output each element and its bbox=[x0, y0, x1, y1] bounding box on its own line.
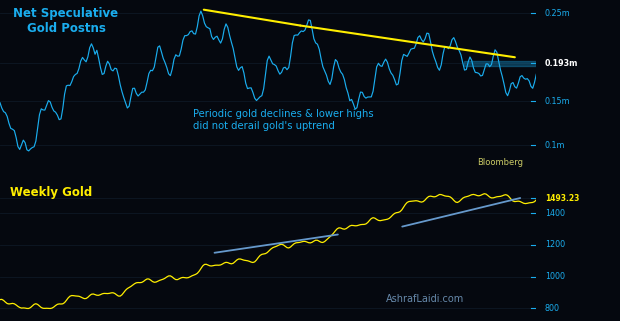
Text: 1400: 1400 bbox=[544, 209, 565, 218]
Text: 1493.23: 1493.23 bbox=[544, 194, 579, 203]
Text: 1200: 1200 bbox=[544, 240, 565, 249]
Text: 0.15m: 0.15m bbox=[544, 97, 570, 106]
Text: 1000: 1000 bbox=[544, 272, 565, 281]
Text: 0.193m: 0.193m bbox=[544, 59, 578, 68]
Text: AshrafLaidi.com: AshrafLaidi.com bbox=[386, 294, 464, 304]
Text: Weekly Gold: Weekly Gold bbox=[10, 186, 92, 199]
Text: 0.25m: 0.25m bbox=[544, 9, 570, 18]
Text: Periodic gold declines & lower highs
did not derail gold's uptrend: Periodic gold declines & lower highs did… bbox=[193, 109, 374, 131]
Text: 0.1m: 0.1m bbox=[544, 141, 565, 150]
Text: 800: 800 bbox=[544, 304, 560, 313]
Text: Net Speculative
Gold Postns: Net Speculative Gold Postns bbox=[14, 7, 118, 35]
Bar bbox=[464, 61, 536, 66]
Text: Bloomberg: Bloomberg bbox=[477, 158, 523, 167]
